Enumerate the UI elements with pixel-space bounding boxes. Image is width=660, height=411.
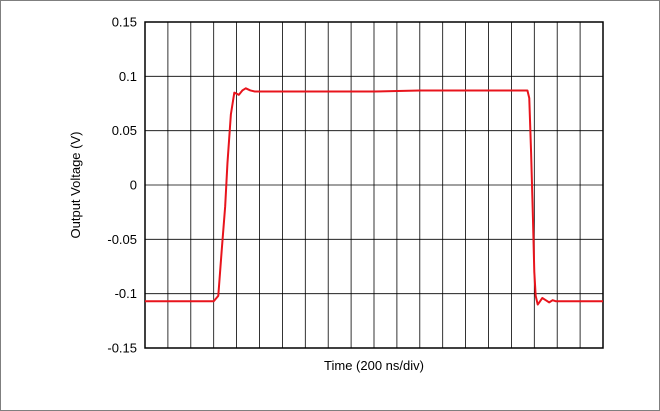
y-axis-ticks: 0.15 0.1 0.05 0 -0.05 -0.1 -0.15 bbox=[107, 15, 137, 356]
y-tick-label: 0.05 bbox=[112, 123, 137, 138]
y-tick-label: 0.1 bbox=[119, 69, 137, 84]
grid-lines bbox=[145, 22, 603, 348]
y-axis-label: Output Voltage (V) bbox=[68, 132, 83, 239]
output-voltage-trace bbox=[145, 87, 603, 306]
y-tick-label: -0.15 bbox=[107, 341, 137, 356]
y-tick-label: -0.1 bbox=[115, 286, 137, 301]
y-tick-label: -0.05 bbox=[107, 232, 137, 247]
plot-area-border bbox=[144, 21, 604, 349]
y-tick-label: 0.15 bbox=[112, 15, 137, 30]
y-tick-label: 0 bbox=[130, 178, 137, 193]
x-axis-label: Time (200 ns/div) bbox=[324, 358, 424, 373]
